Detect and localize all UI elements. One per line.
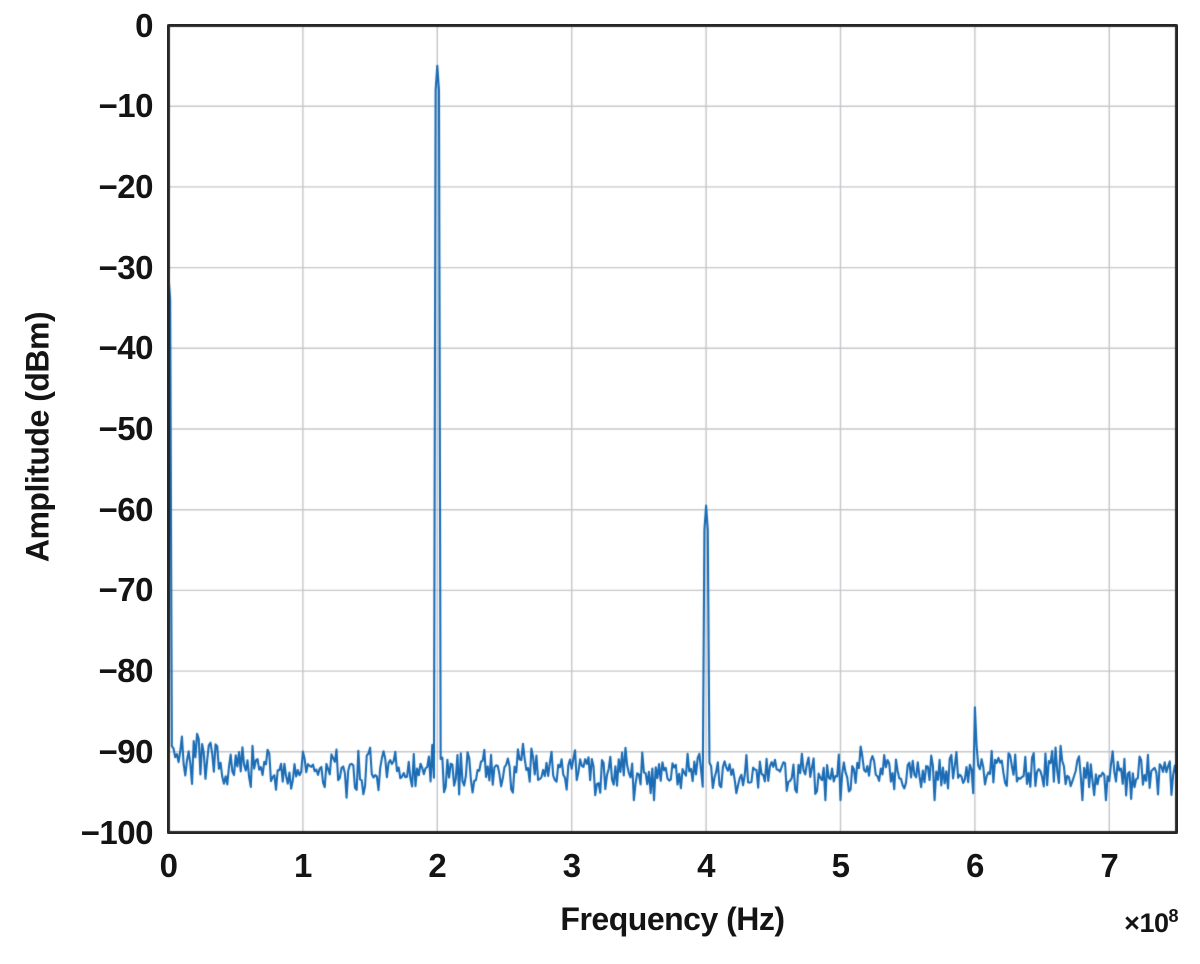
x-tick-label: 3 [562,847,581,884]
x-tick-label: 0 [159,847,178,884]
y-tick-label: −50 [98,409,154,447]
x-tick-label: 6 [965,847,984,884]
y-tick-label: −100 [80,813,154,851]
y-tick-label: −30 [98,248,154,286]
y-tick-label: −10 [98,87,154,125]
y-tick-label: −70 [98,571,154,609]
x-tick-label: 7 [1100,847,1119,884]
y-tick-label: −60 [98,490,154,528]
x-tick-label: 1 [293,847,312,884]
y-tick-label: −20 [98,167,154,205]
x-axis-offset-exponent: 8 [1168,906,1178,926]
y-tick-label: −90 [98,732,154,770]
spectrum-plot-canvas [167,24,1178,834]
y-tick-label: 0 [135,6,153,44]
x-axis-offset-label: ×108 [1124,906,1178,939]
x-axis-title: Frequency (Hz) [560,901,785,937]
x-tick-label: 5 [831,847,850,884]
x-tick-label: 4 [697,847,716,884]
x-axis-offset-mantissa: ×10 [1124,908,1169,938]
y-tick-label: −80 [98,651,154,689]
x-tick-label: 2 [428,847,447,884]
y-tick-label: −40 [98,329,154,367]
